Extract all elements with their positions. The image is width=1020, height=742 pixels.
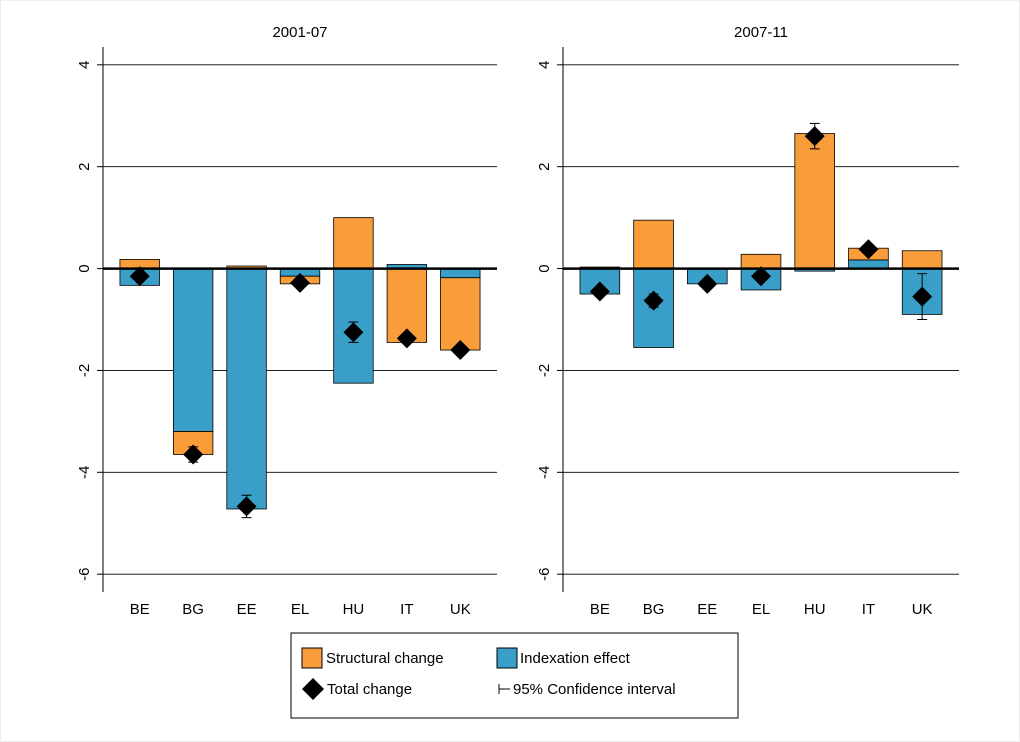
legend-label: 95% Confidence interval [513,681,676,698]
legend-swatch [496,647,518,669]
x-tick-label: BG [182,601,204,618]
total-marker [912,286,933,307]
x-tick-label: UK [450,601,471,618]
x-tick-label: UK [912,601,933,618]
legend-label: Total change [327,681,412,698]
x-tick-label: EL [752,601,770,618]
y-tick-label: -4 [76,466,93,479]
x-tick-label: HU [804,601,826,618]
legend-swatch [301,647,323,669]
x-tick-label: EE [697,601,717,618]
bar [333,217,374,269]
y-tick-label: 4 [76,61,93,69]
x-tick-label: IT [400,601,413,618]
y-tick-label: -4 [536,466,553,479]
legend-box [290,632,739,719]
x-tick-label: IT [862,601,875,618]
bar [633,219,674,269]
y-tick-label: 2 [76,163,93,171]
total-marker [343,322,364,343]
y-tick-label: 4 [536,61,553,69]
x-tick-label: BG [643,601,665,618]
bar [172,268,214,432]
legend-label: Indexation effect [520,650,631,667]
total-marker [697,273,718,294]
bar [848,259,889,269]
bar [226,268,267,510]
bar [901,250,943,269]
y-tick-label: -6 [536,568,553,581]
y-tick-label: -2 [76,364,93,377]
x-tick-label: BE [590,601,610,618]
total-marker [236,496,257,517]
y-tick-label: -2 [536,364,553,377]
total-marker [751,266,771,287]
x-tick-label: BE [130,601,150,618]
y-tick-label: 0 [76,264,93,272]
total-marker [129,266,150,287]
panel-title: 2007-11 [734,24,788,41]
x-tick-label: EL [291,601,309,618]
total-marker [183,444,204,465]
y-tick-label: -6 [76,568,93,581]
y-tick-label: 0 [536,264,553,272]
bar [440,277,481,351]
total-marker [450,340,471,361]
total-marker [804,126,825,147]
total-marker [858,239,879,260]
bar [794,133,835,269]
y-tick-label: 2 [536,163,553,171]
x-tick-label: EE [237,601,257,618]
total-marker [290,272,310,293]
legend-marker [302,678,324,700]
total-marker [589,281,610,302]
bar [440,268,481,279]
x-tick-label: HU [343,601,365,618]
legend-label: Structural change [326,650,444,667]
total-marker [396,328,417,349]
total-marker [643,290,664,311]
panel-title: 2001-07 [272,24,327,41]
